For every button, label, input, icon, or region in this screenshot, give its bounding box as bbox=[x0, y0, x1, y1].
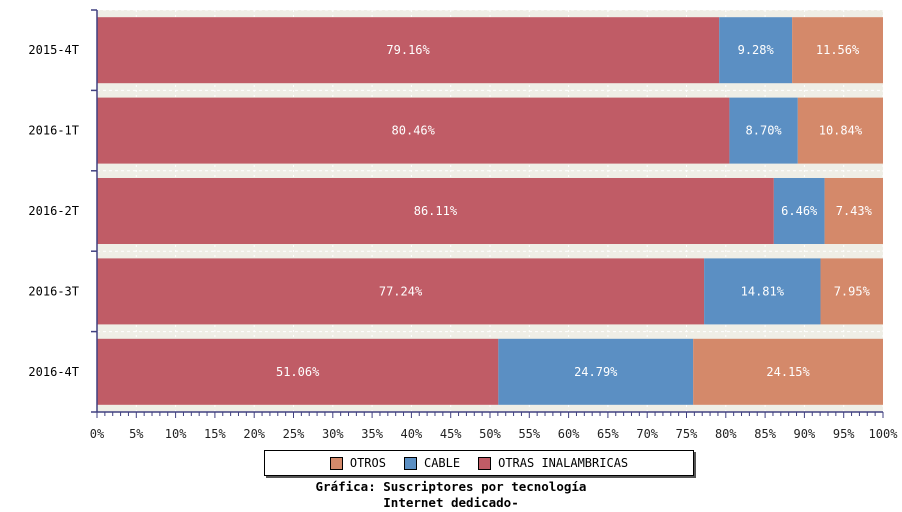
x-tick-label: 5% bbox=[129, 427, 144, 441]
category-label: 2016-2T bbox=[28, 204, 79, 218]
data-label: 24.79% bbox=[574, 365, 618, 379]
legend-label-otros: OTROS bbox=[349, 456, 386, 470]
x-tick-label: 90% bbox=[794, 427, 816, 441]
legend-item-otros: OTROS bbox=[329, 456, 386, 470]
x-tick-label: 50% bbox=[479, 427, 501, 441]
bar-segment bbox=[97, 97, 730, 164]
stacked-bar-chart: 79.16% 9.28% 11.56% 2015-4T 80.46% 8.70% 10.84… bbox=[28, 9, 899, 441]
chart-title-line-2: Internet dedicado- bbox=[383, 495, 519, 510]
category-label: 2016-4T bbox=[28, 365, 79, 379]
category-label: 2015-4T bbox=[28, 43, 79, 57]
data-label: 80.46% bbox=[392, 124, 436, 138]
bar-segment bbox=[97, 17, 720, 84]
x-tick-label: 35% bbox=[361, 427, 383, 441]
x-tick-label: 25% bbox=[283, 427, 305, 441]
legend-label-otras-inalambricas: OTRAS INALAMBRICAS bbox=[498, 456, 629, 470]
bar-segment bbox=[498, 338, 694, 405]
x-tick-label: 40% bbox=[401, 427, 423, 441]
legend-label-cable: CABLE bbox=[423, 456, 461, 470]
x-tick-label: 70% bbox=[636, 427, 658, 441]
bar-segment bbox=[719, 17, 793, 84]
bar-segment bbox=[824, 178, 883, 244]
x-tick-label: 30% bbox=[322, 427, 344, 441]
bar-segment bbox=[773, 178, 825, 244]
bar-segment bbox=[797, 97, 883, 164]
bar-segment bbox=[820, 258, 883, 325]
x-tick-label: 100% bbox=[869, 427, 899, 441]
x-tick-label: 95% bbox=[833, 427, 855, 441]
category-label: 2016-1T bbox=[28, 124, 79, 138]
data-label: 8.70% bbox=[746, 124, 783, 138]
x-tick-label: 45% bbox=[440, 427, 462, 441]
legend-swatch-cable bbox=[403, 456, 417, 470]
x-tick-label: 55% bbox=[518, 427, 540, 441]
bar-segment bbox=[97, 178, 774, 244]
bar-segment bbox=[729, 97, 798, 164]
data-label: 24.15% bbox=[766, 365, 810, 379]
data-label: 11.56% bbox=[816, 43, 860, 57]
data-label: 51.06% bbox=[276, 365, 320, 379]
x-tick-label: 85% bbox=[754, 427, 776, 441]
data-label: 6.46% bbox=[781, 204, 818, 218]
data-label: 79.16% bbox=[386, 43, 430, 57]
chart-title-line-1: Gráfica: Suscriptores por tecnología bbox=[315, 479, 587, 494]
x-tick-label: 65% bbox=[597, 427, 619, 441]
x-tick-label: 15% bbox=[204, 427, 226, 441]
legend-item-otras-inalambricas: OTRAS INALAMBRICAS bbox=[478, 456, 628, 470]
bar-segment bbox=[97, 338, 499, 405]
data-label: 9.28% bbox=[738, 43, 775, 57]
data-label: 7.43% bbox=[836, 204, 873, 218]
bar-segment bbox=[693, 338, 883, 405]
category-label: 2016-3T bbox=[28, 284, 79, 298]
bar-segment bbox=[97, 258, 705, 325]
bar-segment bbox=[704, 258, 821, 325]
data-label: 7.95% bbox=[834, 284, 871, 298]
x-tick-label: 10% bbox=[165, 427, 187, 441]
legend-swatch-otras-inalambricas bbox=[478, 456, 492, 470]
x-tick-label: 20% bbox=[243, 427, 265, 441]
data-label: 14.81% bbox=[741, 284, 785, 298]
data-label: 86.11% bbox=[414, 204, 458, 218]
legend-item-cable: CABLE bbox=[403, 456, 461, 470]
chart-legend: OTROS CABLE OTRAS INALAMBRICAS bbox=[264, 450, 694, 476]
legend-swatch-otros bbox=[329, 456, 343, 470]
x-tick-label: 80% bbox=[715, 427, 737, 441]
x-tick-label: 0% bbox=[90, 427, 105, 441]
bar-segment bbox=[792, 17, 883, 84]
data-label: 77.24% bbox=[379, 284, 423, 298]
x-tick-label: 75% bbox=[676, 427, 698, 441]
x-tick-label: 60% bbox=[558, 427, 580, 441]
data-label: 10.84% bbox=[819, 124, 863, 138]
